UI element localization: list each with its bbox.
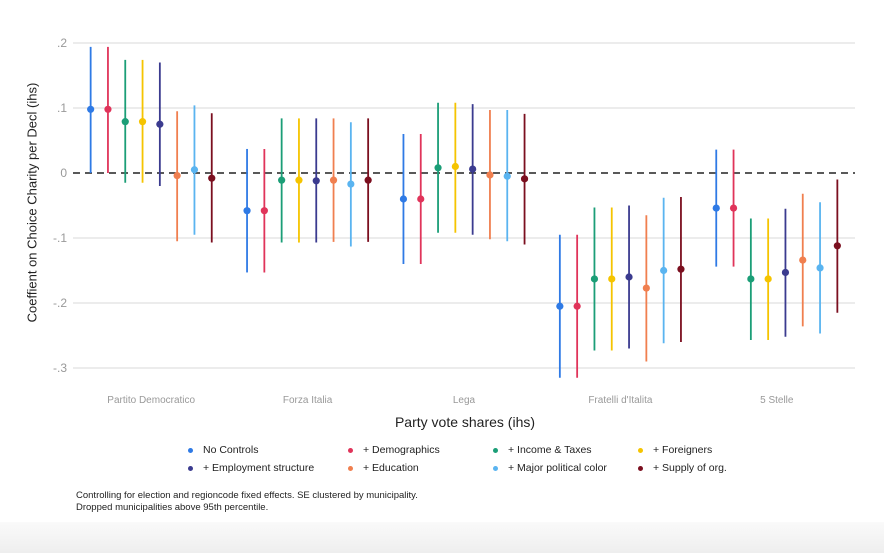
legend-item: + Supply of org. <box>638 462 778 474</box>
y-tick-label: 0 <box>60 166 67 180</box>
point-estimate <box>625 273 633 281</box>
legend-label: + Income & Taxes <box>508 444 592 456</box>
point-estimate <box>677 265 685 273</box>
x-axis-title: Party vote shares (ihs) <box>394 414 536 430</box>
legend-item: No Controls <box>188 444 348 456</box>
point-estimate <box>520 175 529 183</box>
point-estimate <box>173 172 181 180</box>
legend-marker <box>493 447 498 453</box>
legend-item: + Income & Taxes <box>493 444 638 456</box>
note-line: Dropped municipalities above 95th percen… <box>76 502 269 513</box>
point-estimate <box>312 177 320 185</box>
legend: No Controls + Demographics + Income & Taxe… <box>188 444 788 474</box>
point-estimate <box>590 275 599 283</box>
point-estimate <box>190 166 199 174</box>
point-estimate <box>260 207 268 215</box>
point-estimate <box>364 176 372 184</box>
point-estimate <box>104 105 112 113</box>
legend-item: + Employment structure <box>188 462 348 474</box>
point-estimate <box>434 164 442 172</box>
legend-label: + Employment structure <box>203 462 315 474</box>
legend-label: + Major political color <box>508 462 607 474</box>
point-estimate <box>295 176 303 184</box>
x-tick-label: Forza Italia <box>283 395 333 406</box>
point-estimate <box>660 266 668 275</box>
x-tick-label: Partito Democratico <box>107 395 195 406</box>
point-estimate <box>278 176 286 184</box>
y-tick-label: .2 <box>57 36 67 50</box>
y-tick-label: -.2 <box>53 296 67 310</box>
point-estimate <box>781 268 790 277</box>
note-line: Controlling for election and regioncode … <box>76 490 418 501</box>
point-estimate <box>833 242 841 250</box>
legend-label: No Controls <box>203 444 259 456</box>
legend-marker <box>638 447 643 453</box>
bottom-bar <box>0 522 884 553</box>
point-estimate <box>347 180 355 188</box>
x-tick-label: 5 Stelle <box>760 395 794 406</box>
legend-marker <box>188 447 193 453</box>
point-estimate <box>156 120 164 128</box>
legend-marker <box>493 465 498 471</box>
legend-item: + Major political color <box>493 462 638 474</box>
point-estimate <box>573 302 581 310</box>
point-estimate <box>87 105 95 113</box>
point-estimate <box>608 275 616 283</box>
y-tick-label: -.1 <box>53 231 67 245</box>
legend-label: + Foreigners <box>653 444 713 456</box>
legend-item: + Demographics <box>348 444 493 456</box>
point-estimate <box>556 302 564 310</box>
legend-label: + Education <box>363 462 419 474</box>
point-estimate <box>729 204 738 212</box>
point-estimate <box>329 176 338 184</box>
point-estimate <box>451 162 459 171</box>
point-estimate <box>399 195 408 203</box>
legend-marker <box>638 465 643 471</box>
point-estimate <box>764 275 772 283</box>
point-estimate <box>747 275 755 283</box>
legend-label: + Demographics <box>363 444 440 456</box>
legend-marker <box>348 465 353 471</box>
y-tick-label: -.3 <box>53 361 67 375</box>
point-estimate <box>138 118 147 126</box>
point-estimate <box>208 174 216 182</box>
point-estimate <box>417 195 425 203</box>
legend-marker <box>348 447 353 453</box>
point-estimate <box>712 204 720 212</box>
x-tick-label: Lega <box>453 395 476 406</box>
point-estimate <box>642 284 650 292</box>
point-estimate <box>503 172 511 180</box>
y-axis-title: Coeffient on Choice Charity per Decl (ih… <box>24 82 40 323</box>
y-tick-label: .1 <box>57 101 67 115</box>
point-estimate <box>799 256 807 264</box>
legend-label: + Supply of org. <box>653 462 727 474</box>
legend-item: + Foreigners <box>638 444 778 456</box>
point-estimate <box>243 207 251 215</box>
point-estimate <box>121 118 129 126</box>
x-tick-label: Fratelli d'Italita <box>588 395 653 406</box>
point-estimate <box>816 264 824 272</box>
point-estimate <box>469 165 477 173</box>
legend-item: + Education <box>348 462 493 474</box>
legend-marker <box>188 465 193 471</box>
chart-notes: Controlling for election and regioncode … <box>76 490 418 514</box>
point-estimate <box>486 171 494 179</box>
